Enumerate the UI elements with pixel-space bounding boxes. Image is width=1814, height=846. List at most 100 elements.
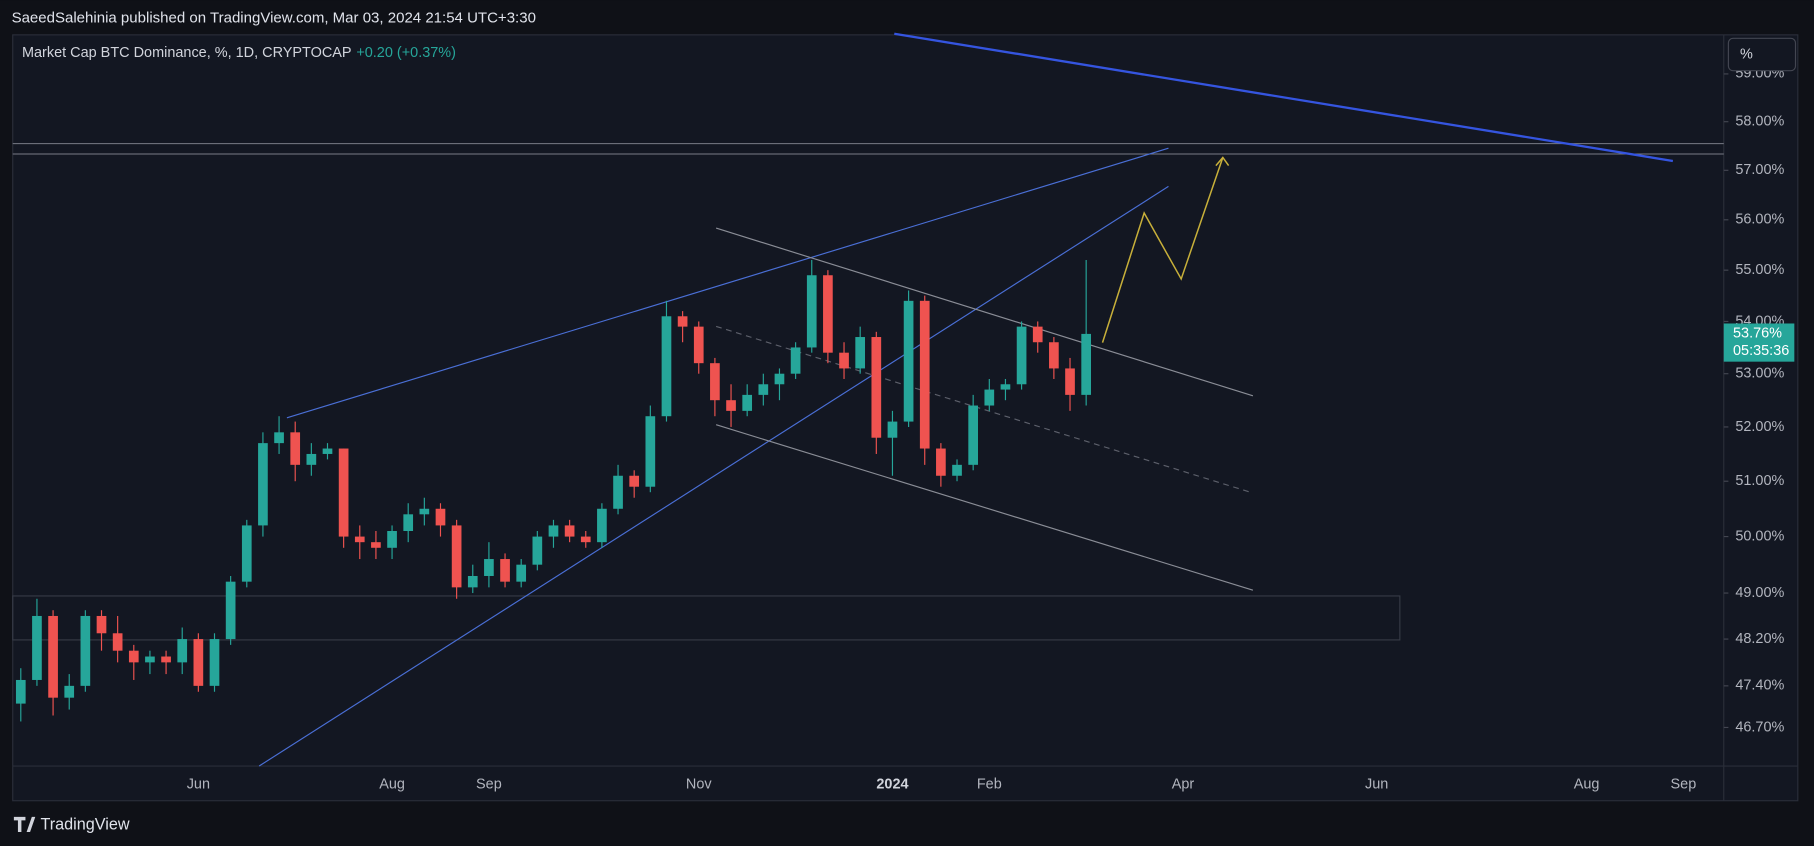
- candle-body: [597, 508, 607, 543]
- candle-body: [1032, 326, 1043, 343]
- x-tick-label: Aug: [1574, 776, 1600, 792]
- candle-body: [984, 389, 995, 406]
- candle-body: [241, 525, 252, 582]
- x-tick-label: 2024: [876, 776, 908, 792]
- x-tick-label: Sep: [1671, 776, 1697, 792]
- candle-body: [209, 639, 220, 686]
- candle-body: [290, 432, 301, 465]
- x-tick-label: Jun: [187, 776, 210, 792]
- price-label-box: [1723, 323, 1795, 362]
- candle-body: [887, 421, 898, 438]
- candle-body: [710, 363, 720, 401]
- candle-body: [371, 542, 381, 548]
- candle-body: [1081, 333, 1092, 395]
- candle-body: [871, 337, 882, 438]
- candle-body: [823, 275, 833, 353]
- candle-body: [338, 448, 349, 537]
- candle-body: [451, 525, 462, 588]
- candle-body: [403, 514, 414, 531]
- range-box: [12, 595, 1401, 641]
- y-axis: 59.00%58.00%57.00%56.00%55.00%54.00%53.0…: [1723, 66, 1784, 735]
- candle-body: [419, 508, 430, 515]
- channel-line: [715, 227, 1254, 397]
- x-tick-label: Nov: [686, 776, 712, 792]
- x-tick-label: Aug: [379, 776, 405, 792]
- candle-body: [693, 326, 704, 364]
- candle-body: [322, 448, 333, 454]
- brand-name: TradingView: [40, 815, 129, 833]
- plot: [12, 32, 1724, 767]
- candle-body: [1000, 384, 1011, 390]
- candle-body: [161, 656, 171, 663]
- candle-body: [15, 679, 26, 704]
- candle-body: [726, 400, 736, 411]
- candle-body: [968, 405, 979, 465]
- y-tick-label: 57.00%: [1735, 162, 1784, 178]
- countdown: 05:35:36: [1733, 343, 1789, 359]
- scale-button[interactable]: [1727, 37, 1797, 72]
- candle-body: [613, 475, 623, 509]
- candle-body: [96, 615, 107, 634]
- x-tick-label: Feb: [977, 776, 1002, 792]
- trend-line: [894, 32, 1674, 163]
- candle-body: [936, 448, 946, 476]
- candle-body: [790, 347, 801, 374]
- y-tick-label: 49.00%: [1735, 585, 1784, 601]
- projection-path: [1101, 157, 1224, 343]
- x-tick-label: Apr: [1172, 776, 1195, 792]
- candle-body: [661, 316, 672, 417]
- candle-body: [112, 633, 123, 651]
- candle-body: [855, 337, 866, 369]
- candle-body: [484, 559, 494, 576]
- y-tick-label: 50.00%: [1735, 528, 1784, 544]
- candle-body: [806, 275, 817, 348]
- candle-body: [48, 615, 58, 698]
- candle-body: [306, 453, 317, 465]
- candle-body: [758, 384, 769, 395]
- candle-body: [548, 525, 559, 537]
- series-title: Market Cap BTC Dominance, %, 1D, CRYPTOC…: [22, 45, 352, 61]
- candle-body: [580, 536, 591, 543]
- x-tick-label: Sep: [476, 776, 502, 792]
- candle-body: [193, 639, 204, 686]
- candle-body: [354, 536, 365, 543]
- candle-body: [629, 475, 640, 487]
- y-tick-label: 46.70%: [1735, 719, 1784, 735]
- candle-body: [128, 650, 139, 663]
- y-tick-label: 48.20%: [1735, 631, 1784, 647]
- publisher: SaeedSalehinia published on TradingView.…: [12, 10, 536, 27]
- candle-body: [467, 575, 478, 588]
- y-tick-label: 58.00%: [1735, 114, 1784, 130]
- y-tick-label: 47.40%: [1735, 678, 1784, 694]
- candle-body: [532, 536, 543, 565]
- candle-body: [903, 300, 914, 422]
- x-tick-label: Jun: [1365, 776, 1388, 792]
- candle-body: [435, 508, 446, 526]
- projection-arrow: [1215, 156, 1230, 167]
- candle-body: [225, 581, 236, 640]
- candle-body: [1016, 326, 1027, 385]
- candle-body: [80, 615, 91, 686]
- candle-body: [500, 559, 510, 582]
- candle-body: [677, 316, 688, 327]
- candle-body: [564, 525, 575, 537]
- candle-body: [145, 656, 155, 663]
- channel-line: [715, 424, 1254, 591]
- candle-body: [1049, 342, 1059, 369]
- scale-button-label[interactable]: %: [1740, 46, 1753, 62]
- y-tick-label: 55.00%: [1735, 262, 1784, 278]
- candle-body: [1065, 368, 1075, 395]
- y-tick-label: 51.00%: [1735, 473, 1784, 489]
- wedge-line: [258, 185, 1169, 767]
- y-tick-label: 56.00%: [1735, 212, 1784, 228]
- price-label: 53.76%05:35:36: [1723, 323, 1795, 362]
- candle-body: [919, 300, 930, 449]
- candle-body: [516, 564, 527, 582]
- y-tick-label: 53.00%: [1735, 366, 1784, 382]
- y-tick-label: 52.00%: [1735, 419, 1784, 435]
- price-label-text: 53.76%: [1733, 326, 1782, 342]
- candle-body: [774, 373, 785, 385]
- candle-body: [387, 530, 397, 548]
